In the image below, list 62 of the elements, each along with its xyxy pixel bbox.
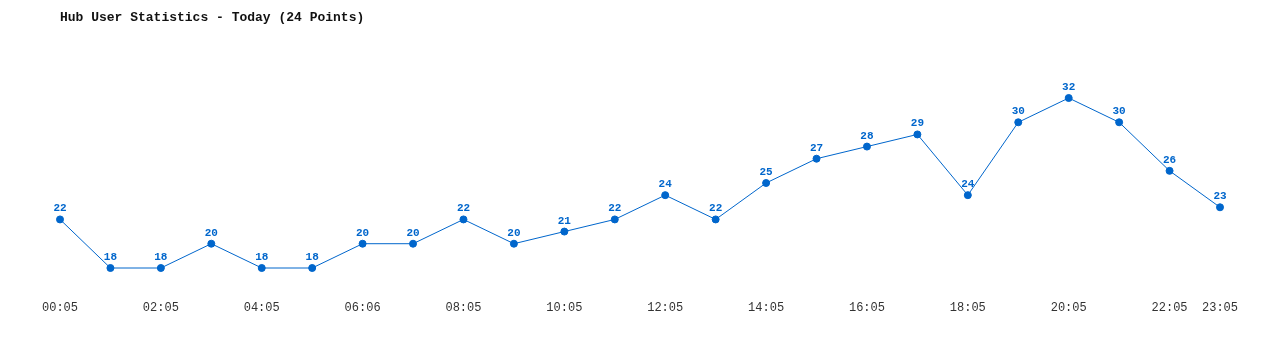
point <box>661 191 670 200</box>
data-label: 32 <box>1062 81 1076 93</box>
x-tick-label: 20:05 <box>1050 300 1087 315</box>
x-tick-label: 14:05 <box>748 300 785 315</box>
point <box>207 239 216 248</box>
point <box>1115 118 1124 127</box>
point <box>862 142 871 151</box>
data-label: 22 <box>53 202 67 215</box>
x-tick-label: 22:05 <box>1151 300 1188 315</box>
data-label: 25 <box>759 166 774 178</box>
x-tick-label: 23:05 <box>1201 300 1239 315</box>
point <box>459 215 468 224</box>
data-label: 18 <box>305 251 320 263</box>
point <box>409 239 418 248</box>
x-tick-label: 16:05 <box>848 300 885 315</box>
data-label: 22 <box>456 202 471 215</box>
chart-title: Hub User Statistics - Today (24 Points) <box>60 10 365 25</box>
data-label: 20 <box>406 226 420 239</box>
x-tick-label: 06:06 <box>344 300 381 315</box>
point <box>610 215 619 224</box>
data-label: 28 <box>860 129 874 142</box>
data-label: 24 <box>658 178 673 191</box>
x-tick-label: 04:05 <box>243 300 280 315</box>
point <box>711 215 720 224</box>
point <box>762 179 771 187</box>
data-label: 27 <box>809 141 824 154</box>
point <box>509 239 518 248</box>
point <box>963 191 972 200</box>
data-label: 20 <box>204 226 218 239</box>
data-label: 20 <box>356 226 370 239</box>
point <box>257 264 266 272</box>
point <box>1165 166 1174 175</box>
point <box>106 264 115 272</box>
data-label: 30 <box>1112 105 1126 118</box>
data-label: 18 <box>154 251 168 263</box>
x-tick-label: 00:05 <box>41 300 79 315</box>
point <box>560 227 569 236</box>
x-tick-label: 08:05 <box>445 300 482 315</box>
x-tick-label: 12:05 <box>647 300 684 315</box>
data-label: 24 <box>961 178 975 191</box>
point <box>308 264 317 272</box>
data-label: 18 <box>103 251 118 263</box>
x-tick-label: 10:05 <box>546 300 583 315</box>
data-label: 22 <box>608 202 622 215</box>
data-label: 26 <box>1162 153 1177 166</box>
data-label: 29 <box>910 117 924 130</box>
point <box>56 215 64 224</box>
data-label: 18 <box>255 251 269 263</box>
point <box>812 154 821 163</box>
point <box>913 130 922 139</box>
data-label: 23 <box>1213 190 1227 203</box>
data-label: 22 <box>709 202 723 215</box>
data-label: 30 <box>1011 105 1025 118</box>
point <box>1014 118 1023 127</box>
data-label: 21 <box>557 214 572 227</box>
point <box>156 264 165 272</box>
point <box>358 239 367 248</box>
x-tick-label: 18:05 <box>949 300 986 315</box>
data-label: 20 <box>507 226 521 239</box>
x-tick-label: 02:05 <box>142 300 179 315</box>
point <box>1064 94 1073 102</box>
point <box>1216 203 1224 212</box>
